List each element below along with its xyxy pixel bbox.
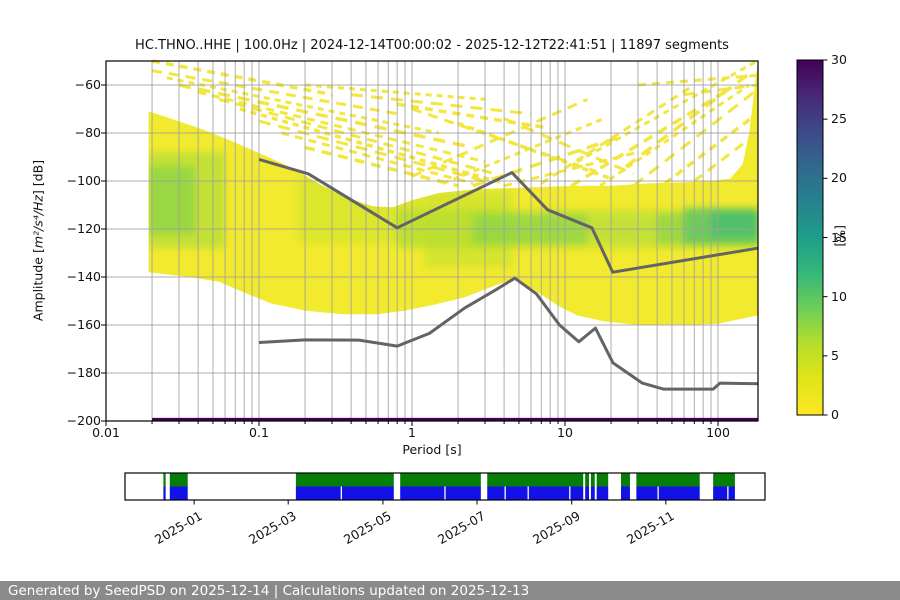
plot-grid bbox=[106, 61, 758, 421]
colorbar-tick-label: 15 bbox=[831, 229, 847, 245]
plot-frame bbox=[105, 60, 759, 422]
y-tick-label: −200 bbox=[66, 413, 101, 428]
colorbar-tick-label: 30 bbox=[831, 52, 847, 67]
colorbar-tick-label: 5 bbox=[831, 347, 839, 363]
plot-title: HC.THNO..HHE | 100.0Hz | 2024-12-14T00:0… bbox=[135, 38, 729, 53]
colorbar bbox=[796, 59, 824, 416]
footer-bar: Generated by SeedPSD on 2025-12-14 | Cal… bbox=[0, 581, 900, 600]
colorbar-tick-label: 25 bbox=[831, 111, 847, 127]
colorbar-tick-label: 20 bbox=[831, 170, 847, 186]
y-axis-label-suffix: ] [dB] bbox=[30, 159, 46, 196]
footer-text: Generated by SeedPSD on 2025-12-14 | Cal… bbox=[8, 582, 530, 599]
x-tick-label: 10 bbox=[557, 425, 573, 440]
y-tick-label: −160 bbox=[66, 317, 101, 332]
y-axis-label-units: m²/s⁴/Hz bbox=[30, 195, 46, 249]
noise-model-lower-line bbox=[258, 276, 758, 391]
x-tick-label: 0.1 bbox=[249, 425, 269, 440]
x-tick-label: 1 bbox=[408, 425, 416, 440]
y-tick-label: −60 bbox=[74, 77, 101, 92]
availability-bar bbox=[124, 472, 766, 505]
x-axis-label: Period [s] bbox=[402, 442, 462, 457]
y-tick-label: −80 bbox=[74, 125, 101, 140]
y-tick-label: −180 bbox=[66, 365, 101, 380]
y-axis-label-prefix: Amplitude [ bbox=[30, 248, 46, 322]
y-tick-label: −120 bbox=[66, 221, 101, 236]
noise-model-upper-line bbox=[258, 157, 759, 274]
axis-tick-marks bbox=[101, 84, 719, 426]
x-tick-label: 0.01 bbox=[92, 425, 120, 440]
colorbar-tick-label: 0 bbox=[831, 407, 839, 422]
x-tick-label: 100 bbox=[706, 425, 730, 440]
y-tick-label: −140 bbox=[66, 269, 101, 284]
y-tick-label: −100 bbox=[66, 173, 101, 188]
y-axis-label: Amplitude [m²/s⁴/Hz] [dB] bbox=[31, 131, 46, 351]
colorbar-tick-label: 10 bbox=[831, 288, 847, 304]
